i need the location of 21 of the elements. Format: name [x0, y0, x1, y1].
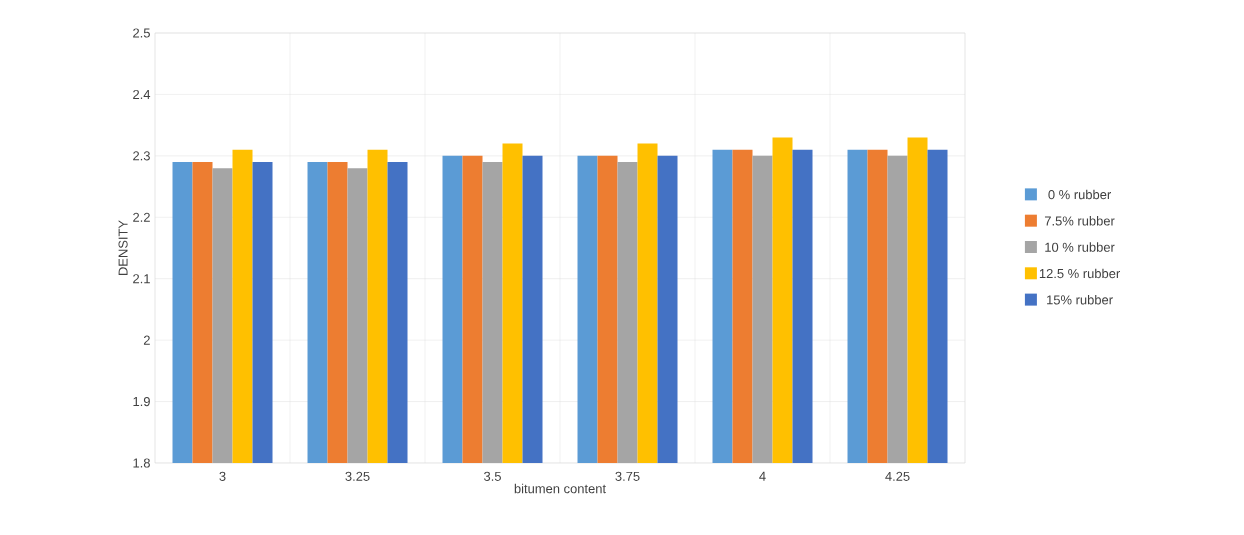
- y-tick-label: 2.1: [133, 274, 150, 284]
- y-tick-label: 2.3: [133, 151, 150, 161]
- y-tick-label: 2.4: [133, 89, 151, 99]
- x-tick-label: 4: [759, 471, 766, 481]
- y-tick-label: 1.8: [133, 458, 150, 468]
- legend-label: 12.5 % rubber: [1039, 268, 1121, 279]
- legend-label: 7.5% rubber: [1044, 216, 1115, 226]
- x-tick-label: 3.25: [345, 471, 370, 481]
- x-tick-label: 4.25: [885, 471, 910, 481]
- x-axis-title: bitumen content: [514, 483, 606, 494]
- legend-label: 10 % rubber: [1045, 242, 1115, 252]
- y-tick-label: 2.2: [133, 212, 150, 222]
- legend-label: 0 % rubber: [1048, 189, 1112, 200]
- y-tick-label: 2.5: [133, 28, 150, 38]
- y-axis-title: DENSITY: [118, 220, 128, 275]
- x-tick-label: 3: [219, 471, 226, 481]
- x-tick-label: 3.5: [484, 471, 501, 481]
- y-tick-label: 1.9: [133, 396, 150, 407]
- x-tick-label: 3.75: [615, 471, 640, 481]
- legend-label: 15% rubber: [1047, 294, 1113, 305]
- y-tick-label: 2: [143, 335, 150, 345]
